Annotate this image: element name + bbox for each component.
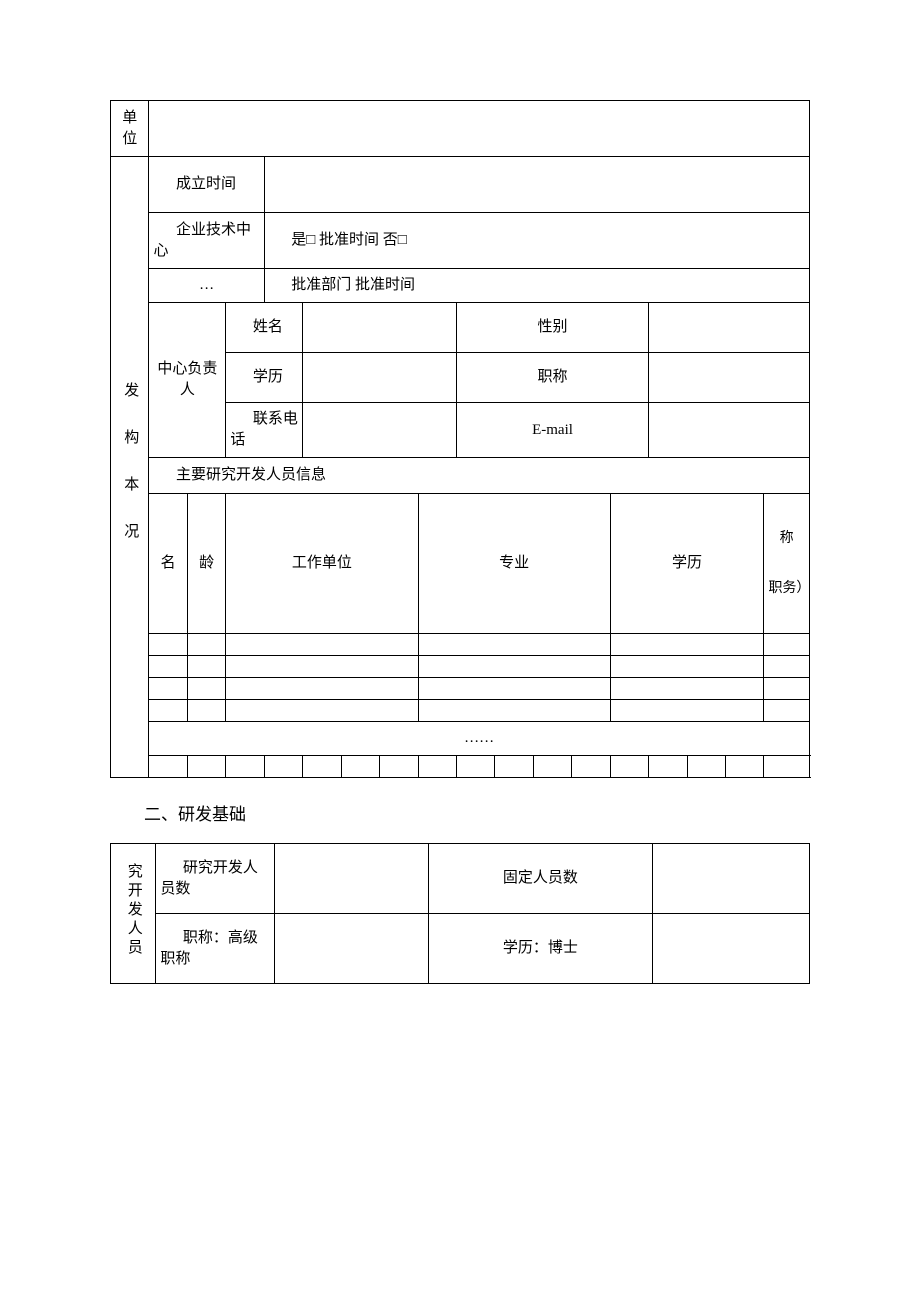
phone-label: 联系电话	[230, 411, 298, 448]
rd-edu-value	[652, 914, 809, 984]
staff-row	[111, 700, 810, 722]
tech-center-row: 企业技术中心 是□ 批准时间 否□	[111, 213, 810, 269]
staff-row	[111, 656, 810, 678]
side-label: 发 构 本 况	[119, 382, 140, 546]
col-major: 专业	[499, 555, 529, 571]
rd-count-label: 研究开发人员数	[160, 860, 258, 897]
section-2-title: 二、研发基础	[110, 800, 810, 825]
rd-edu-label: 学历：博士	[503, 940, 578, 956]
main-table: 单位 发 构 本 况 成立时间 企业技术中心 是□ 批准时间 否□	[110, 100, 810, 778]
education-value	[303, 353, 457, 403]
fixed-count-value	[652, 844, 809, 914]
gender-label: 性别	[538, 319, 568, 335]
staff-row	[111, 634, 810, 656]
bottom-thin-row	[111, 756, 810, 778]
education-label: 学历	[253, 369, 283, 385]
staff-row	[111, 678, 810, 700]
col-edu: 学历	[672, 555, 702, 571]
col-name: 名	[161, 555, 176, 571]
gender-value	[649, 303, 810, 353]
main-staff-header: 主要研究开发人员信息	[111, 458, 810, 494]
establish-time-label: 成立时间	[176, 176, 236, 192]
rd-count-row: 究开发人员 研究开发人员数 固定人员数	[111, 844, 810, 914]
email-value	[649, 403, 810, 458]
title-value	[649, 353, 810, 403]
title-label: 职称	[538, 369, 568, 385]
rd-title-label: 职称：高级职称	[160, 930, 258, 967]
more-rows-label: ……	[464, 730, 494, 746]
rd-title-row: 职称：高级职称 学历：博士	[111, 914, 810, 984]
fixed-count-label: 固定人员数	[503, 870, 578, 886]
ellipsis-label: …	[199, 277, 214, 293]
rd-count-value	[275, 844, 429, 914]
phone-value	[303, 403, 457, 458]
col-age: 龄	[199, 555, 214, 571]
col-workplace: 工作单位	[292, 555, 352, 571]
col-title-top: 称	[768, 529, 804, 549]
unit-row: 单位	[111, 101, 810, 157]
tech-center-label: 企业技术中心	[153, 222, 251, 259]
ellipsis-row: … 批准部门 批准时间	[111, 269, 810, 303]
tech-center-value: 是□ 批准时间 否□	[291, 232, 407, 248]
establish-time-value	[264, 157, 809, 213]
staff-more-row: ……	[111, 722, 810, 756]
staff-col-header: www.bingdoc.com 名 龄 工作单位 专业 学历 称 职务）	[111, 494, 810, 634]
unit-value	[149, 101, 809, 157]
rd-title-value	[275, 914, 429, 984]
center-leader-label: 中心负责人	[157, 361, 217, 398]
name-value	[303, 303, 457, 353]
name-label: 姓名	[253, 319, 283, 335]
rd-basis-table: 究开发人员 研究开发人员数 固定人员数 职称：高级职称 学历：博士	[110, 843, 810, 984]
leader-name-row: 中心负责人 姓名 性别	[111, 303, 810, 353]
main-staff-label: 主要研究开发人员信息	[176, 467, 326, 483]
approval-value: 批准部门 批准时间	[291, 277, 415, 293]
unit-label: 单位	[122, 110, 137, 147]
establish-row: 发 构 本 况 成立时间	[111, 157, 810, 213]
email-label: E-mail	[532, 422, 573, 438]
col-title-bottom: 职务）	[768, 579, 804, 599]
rd-side-label: 究开发人员	[123, 863, 144, 958]
document-page: 单位 发 构 本 况 成立时间 企业技术中心 是□ 批准时间 否□	[0, 0, 920, 1084]
